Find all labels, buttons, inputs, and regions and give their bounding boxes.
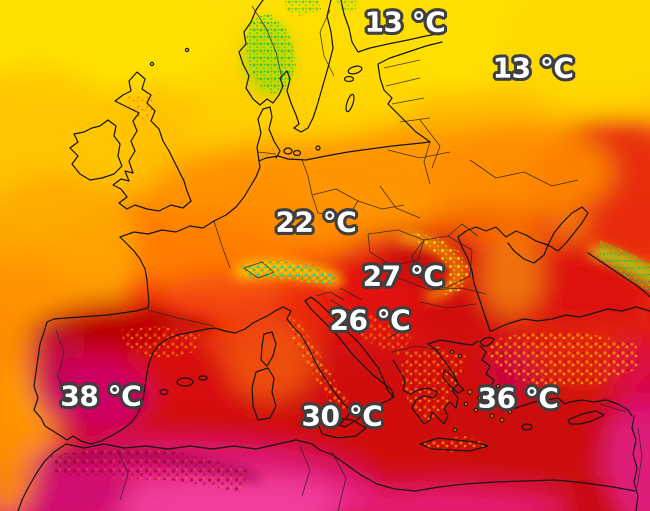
coast-cyprus — [567, 410, 605, 425]
coast-denmark — [256, 106, 281, 162]
coast-africa — [65, 439, 636, 492]
coast-corsica — [260, 331, 277, 367]
coastlines — [17, 0, 650, 511]
country-borders — [55, 5, 643, 511]
coast-aegean-north — [427, 339, 479, 346]
coast-ireland — [69, 119, 123, 181]
aegean-islands — [449, 349, 513, 433]
coast-biscay-iberia-med — [33, 236, 276, 445]
coast-turkey-west-south — [479, 345, 633, 417]
coast-levant — [631, 416, 639, 511]
coast-baltic-south — [258, 41, 443, 162]
coast-sicily — [317, 417, 367, 439]
coast-scandinavia — [238, 0, 334, 133]
coast-euboea — [442, 369, 465, 394]
coast-north-sea — [213, 160, 261, 222]
coast-black-sea-east — [587, 252, 650, 298]
coast-channel — [119, 220, 215, 238]
coast-britain — [112, 71, 192, 212]
coast-black-sea-west-north — [457, 226, 549, 332]
coast-morocco-atlantic — [17, 443, 67, 511]
coast-italy-adriatic — [274, 296, 395, 428]
coast-sardinia — [251, 367, 277, 421]
coast-finland — [340, 0, 443, 53]
coast-marmara — [479, 336, 495, 347]
coast-crete — [419, 437, 489, 452]
coast-azov — [547, 206, 589, 252]
coast-black-sea-south — [489, 306, 650, 332]
